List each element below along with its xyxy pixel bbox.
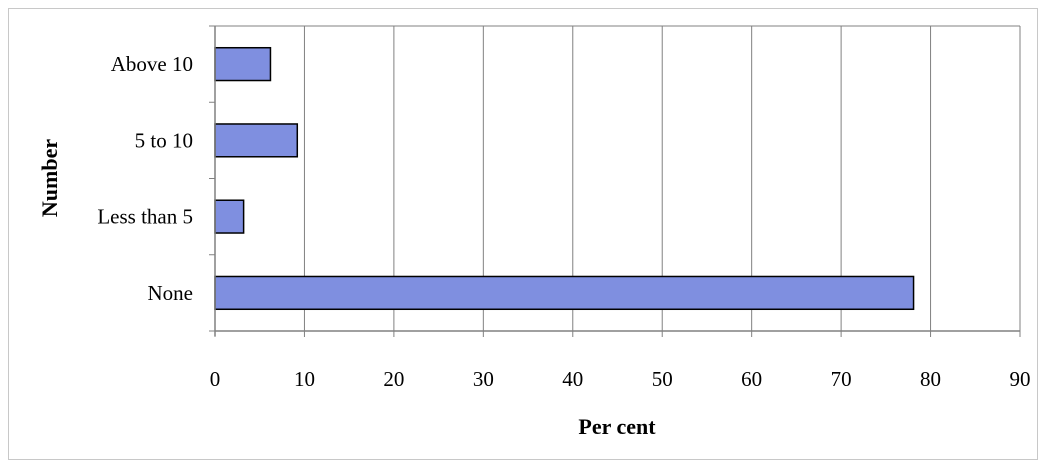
axes [209, 25, 1021, 337]
y-tick-label-less-than-5: Less than 5 [97, 205, 193, 229]
bar-above-10 [214, 46, 272, 82]
bar-none [214, 275, 915, 311]
x-tick-label-60: 60 [741, 367, 762, 391]
x-tick-label-0: 0 [210, 367, 221, 391]
bar-less-than-5 [214, 199, 245, 234]
x-tick-label-90: 90 [1010, 367, 1031, 391]
x-tick-label-30: 30 [473, 367, 494, 391]
x-tick-label-70: 70 [831, 367, 852, 391]
x-tick-label-50: 50 [652, 367, 673, 391]
x-tick-label-10: 10 [294, 367, 315, 391]
y-tick-label-5-to-10: 5 to 10 [135, 128, 193, 152]
x-tick-label-40: 40 [562, 367, 583, 391]
bars [214, 46, 915, 311]
y-axis-title: Number [37, 139, 62, 217]
x-axis-title: Per cent [578, 414, 656, 439]
bar-5-to-10 [214, 123, 299, 158]
tick-labels: 0 10 20 30 40 50 60 70 80 90 Above 10 5 to 10 Less t… [97, 52, 1030, 391]
chart-frame [8, 8, 1038, 460]
y-tick-label-none: None [148, 281, 194, 305]
x-tick-label-20: 20 [383, 367, 404, 391]
x-tick-label-80: 80 [920, 367, 941, 391]
y-tick-label-above-10: Above 10 [111, 52, 193, 76]
